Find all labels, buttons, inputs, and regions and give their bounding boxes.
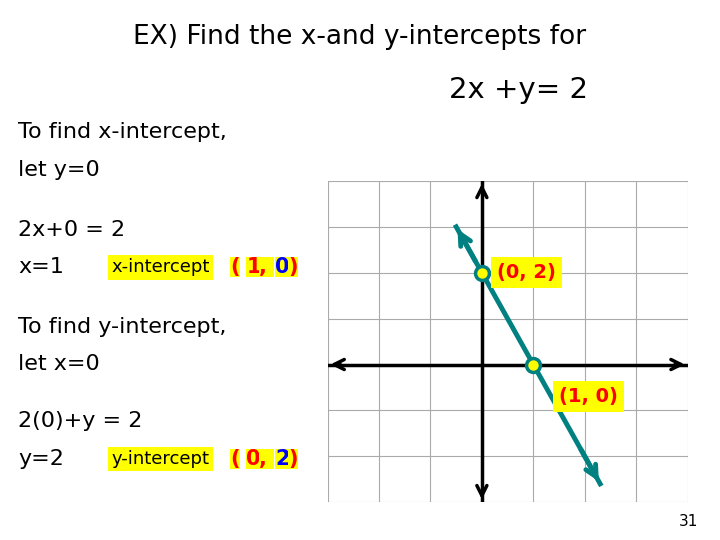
- Text: ,: ,: [259, 257, 274, 278]
- Text: 2x +y= 2: 2x +y= 2: [449, 76, 588, 104]
- Text: To find y-intercept,: To find y-intercept,: [18, 316, 226, 337]
- Text: let y=0: let y=0: [18, 160, 100, 180]
- Text: (0, 2): (0, 2): [498, 263, 556, 282]
- Text: 2(0)+y = 2: 2(0)+y = 2: [18, 411, 143, 431]
- Text: (1, 0): (1, 0): [559, 387, 618, 406]
- Text: 0: 0: [275, 257, 289, 278]
- Text: 0: 0: [246, 449, 261, 469]
- Text: (: (: [230, 257, 240, 278]
- Text: (: (: [230, 449, 240, 469]
- Text: 2x+0 = 2: 2x+0 = 2: [18, 219, 125, 240]
- Text: 31: 31: [679, 514, 698, 529]
- Text: x=1: x=1: [18, 257, 64, 278]
- Text: EX) Find the x-and y-intercepts for: EX) Find the x-and y-intercepts for: [133, 24, 587, 50]
- Text: ): ): [288, 257, 297, 278]
- Text: 2: 2: [275, 449, 289, 469]
- Text: ): ): [288, 449, 297, 469]
- Text: To find x-intercept,: To find x-intercept,: [18, 122, 227, 143]
- Text: y-intercept: y-intercept: [112, 450, 210, 468]
- Text: ,: ,: [259, 449, 274, 469]
- Text: x-intercept: x-intercept: [112, 258, 210, 276]
- Text: 1: 1: [246, 257, 261, 278]
- Text: y=2: y=2: [18, 449, 64, 469]
- Text: let x=0: let x=0: [18, 354, 100, 375]
